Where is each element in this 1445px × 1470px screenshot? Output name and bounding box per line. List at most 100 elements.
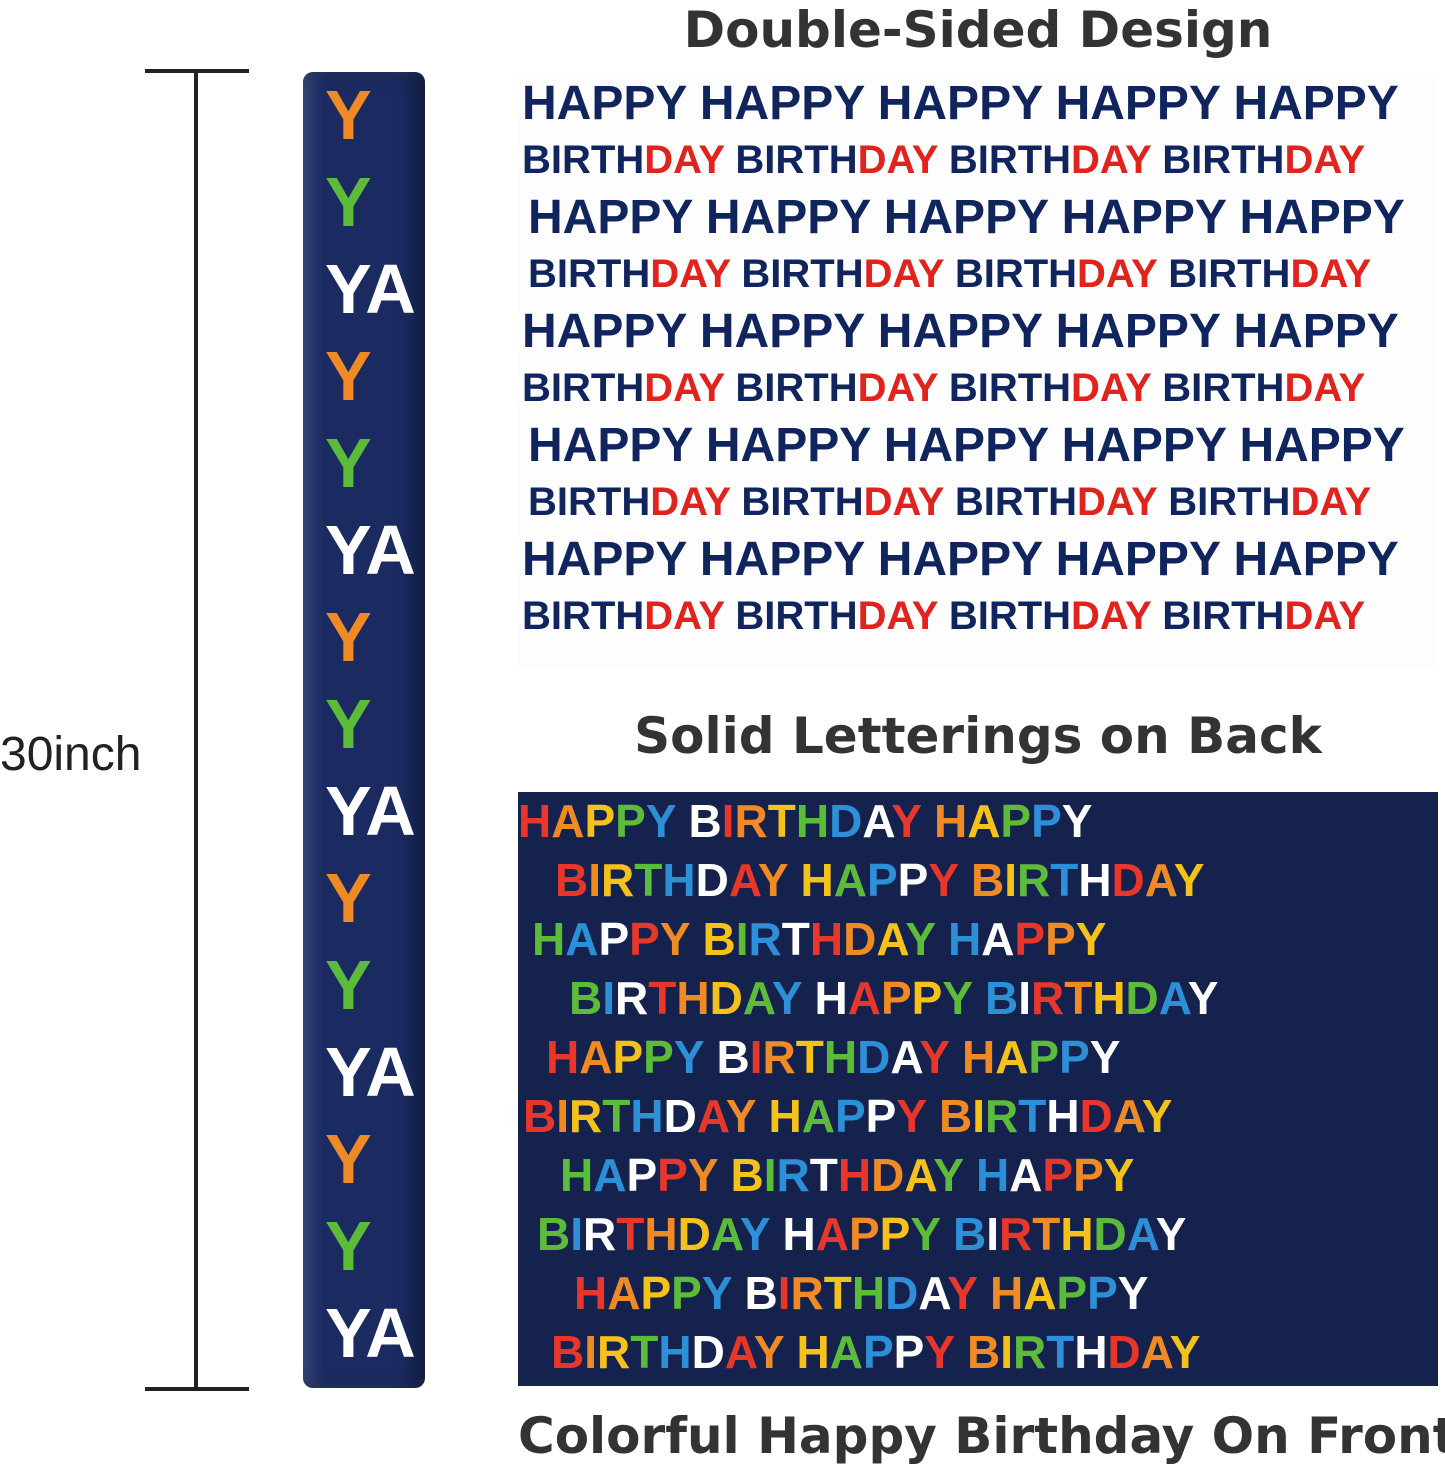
pattern-letter: A [995,1031,1029,1083]
pattern-row: BIRTHDAY BIRTHDAY BIRTHDAY BIRTHDAY [518,246,1438,303]
pattern-letter: A [565,913,599,965]
pattern-word-birth: BIRTH [735,594,858,638]
pattern-letter: R [615,972,649,1024]
pattern-letter: Y [919,1031,950,1083]
pattern-word-happy: HAPPY [1233,533,1399,586]
pattern-letter: D [829,795,863,847]
pattern-letter: P [1014,913,1046,965]
pattern-word-day: DAY [857,366,938,410]
pattern-letter: A [742,972,772,1024]
pattern-letter: P [866,854,898,906]
pattern-letter: A [607,1267,641,1319]
pattern-row: BIRTHDAY HAPPY BIRTHDAY [518,1087,1438,1146]
pattern-row: HAPPY BIRTHDAY HAPPY [518,910,1438,969]
roll-letter: Y [325,424,372,502]
pattern-word-day: DAY [1071,138,1152,182]
pattern-letter: I [556,1090,570,1142]
pattern-letter: H [989,1267,1024,1319]
pattern-word-day: DAY [1077,480,1158,524]
pattern-letter: H [851,1267,886,1319]
pattern-word-happy: HAPPY [1055,77,1221,130]
pattern-word-happy: HAPPY [705,191,871,244]
pattern-letter: H [518,795,552,847]
pattern-row: BIRTHDAY HAPPY BIRTHDAY [518,1323,1438,1382]
pattern-letter: B [569,972,603,1024]
pattern-letter: Y [1075,913,1107,965]
pattern-word-happy: HAPPY [705,419,871,472]
pattern-panel-navy: HAPPY BIRTHDAY HAPPY BIRTHDAY HAPPY BIRT… [518,792,1438,1386]
pattern-word-birth: BIRTH [528,480,651,524]
pattern-letter: A [981,913,1015,965]
pattern-letter: Y [928,854,959,906]
roll-letter: YA [325,1033,416,1111]
pattern-letter: P [640,1267,672,1319]
pattern-letter: A [1144,854,1174,906]
pattern-letter: D [1079,1090,1113,1142]
pattern-word-happy: HAPPY [528,191,693,244]
pattern-letter: Y [891,795,922,847]
pattern-word-happy: HAPPY [1055,533,1221,586]
pattern-letter: H [768,1090,802,1142]
roll-letter: Y [325,1120,372,1198]
heading-colorful-front: Colorful Happy Birthday On Front [518,1407,1445,1465]
pattern-letter: P [612,1031,644,1083]
pattern-letter: D [663,1090,697,1142]
pattern-letter: A [829,1326,863,1378]
pattern-letter: H [560,1149,594,1201]
pattern-row: HAPPY BIRTHDAY HAPPY [518,1028,1438,1087]
pattern-letter: B [555,854,589,906]
pattern-letter: P [598,913,630,965]
pattern-letter: B [984,972,1019,1024]
pattern-letter: Y [659,913,690,965]
pattern-letter: A [876,913,906,965]
pattern-letter: P [1031,795,1062,847]
pattern-letter: Y [645,795,676,847]
roll-letter: Y [325,859,372,937]
pattern-letter: T [1046,1326,1075,1378]
pattern-letter: H [1078,854,1112,906]
pattern-letter: H [800,854,834,906]
pattern-letter: H [658,1326,692,1378]
pattern-letter: T [809,1149,838,1201]
pattern-letter: H [814,972,848,1024]
pattern-word-happy: HAPPY [522,305,687,358]
pattern-letter: P [1073,1149,1104,1201]
pattern-letter: T [630,1326,659,1378]
pattern-letter: R [790,1267,824,1319]
pattern-word-happy: HAPPY [1239,191,1405,244]
pattern-letter: A [1126,1208,1156,1260]
pattern-word-happy: HAPPY [699,77,865,130]
pattern-word-happy: HAPPY [699,305,865,358]
pattern-word-happy: HAPPY [1061,191,1227,244]
pattern-word-day: DAY [650,252,731,296]
pattern-letter: I [1004,854,1017,906]
pattern-letter: A [551,795,585,847]
pattern-letter: A [593,1149,627,1201]
pattern-letter: R [1030,972,1065,1024]
pattern-letter: B [551,1326,585,1378]
pattern-word-birth: BIRTH [741,252,864,296]
pattern-word-day: DAY [644,138,725,182]
pattern-word-day: DAY [1290,480,1372,524]
pattern-word-day: DAY [863,252,944,296]
pattern-letter: A [1140,1326,1170,1378]
pattern-row: BIRTHDAY HAPPY BIRTHDAY [518,969,1438,1028]
pattern-word-birth: BIRTH [954,480,1078,524]
pattern-letter: Y [1173,854,1205,906]
pattern-letter: P [911,972,943,1024]
pattern-letter: H [574,1267,608,1319]
pattern-letter: P [880,972,912,1024]
pattern-letter: A [728,854,758,906]
pattern-word-birth: BIRTH [1162,138,1285,182]
pattern-word-birth: BIRTH [1162,366,1285,410]
pattern-letter: A [833,854,867,906]
pattern-letter: A [724,1326,754,1378]
pattern-letter: Y [757,854,788,906]
pattern-word-birth: BIRTH [948,366,1072,410]
pattern-letter: I [735,913,749,965]
pattern-letter: A [1112,1090,1142,1142]
pattern-letter: Y [739,1208,770,1260]
pattern-letter: R [569,1090,603,1142]
pattern-letter: P [893,1326,925,1378]
pattern-letter: Y [905,913,936,965]
